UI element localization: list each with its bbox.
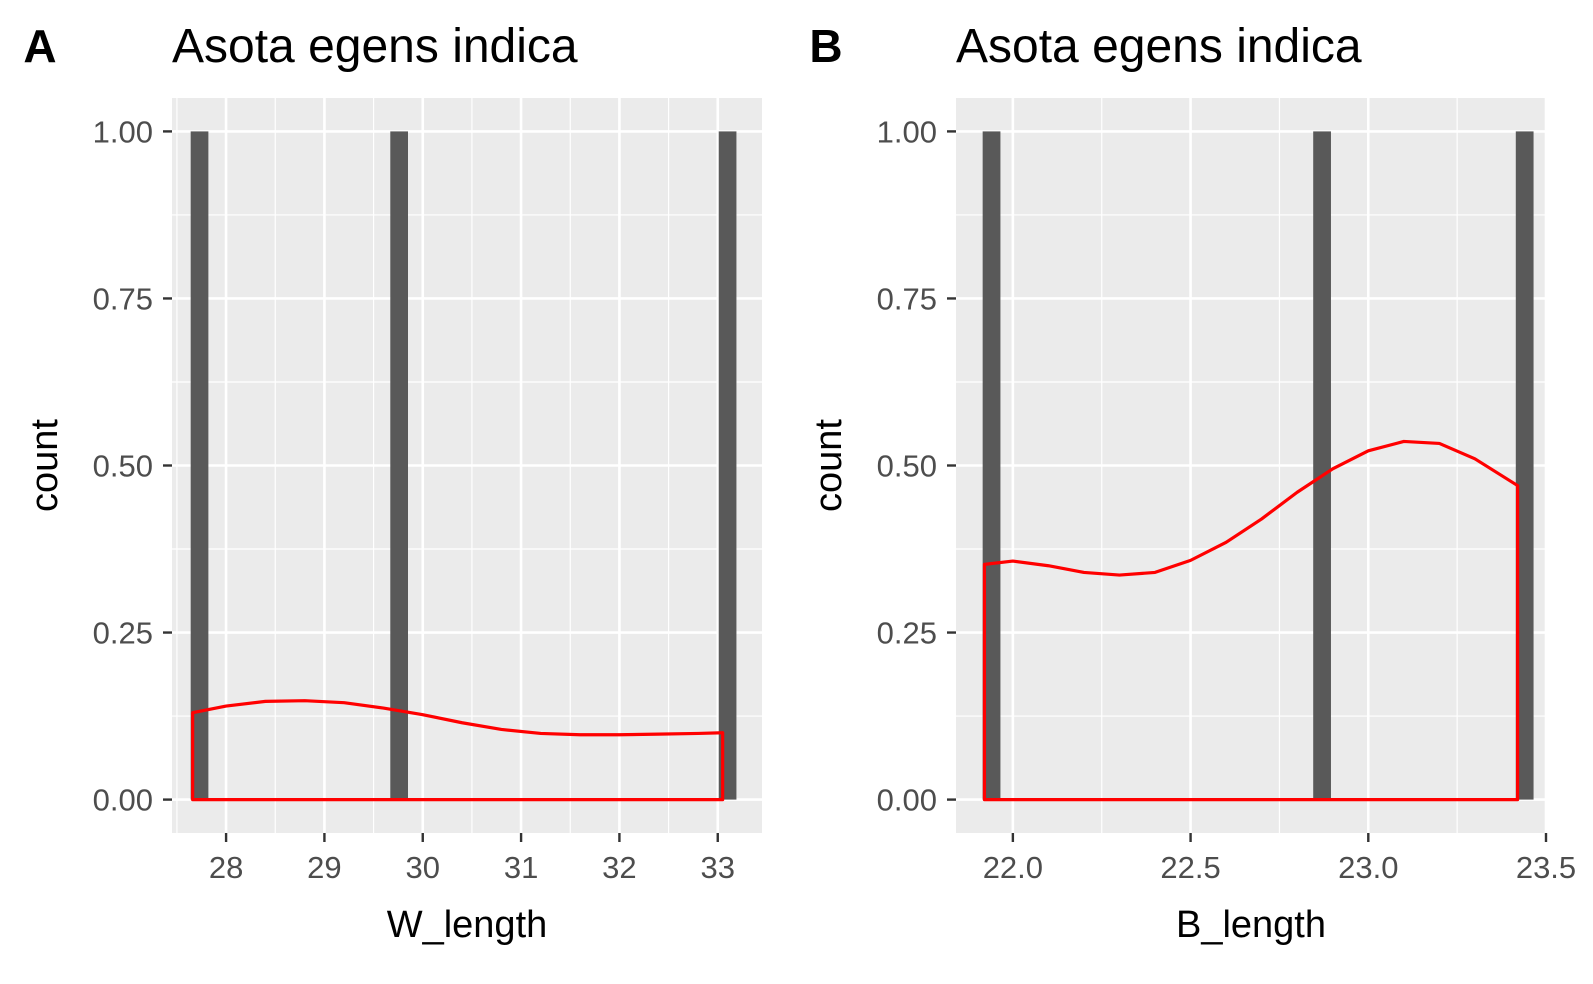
- histogram-bar: [1515, 131, 1534, 800]
- chart-panel-b: 0.00 0.25 0.50 0.75 1.00 22.0 22.5 23.0 23.5 B Aso…: [808, 20, 1576, 946]
- y-axis-title: count: [808, 419, 850, 512]
- x-tick-label: 30: [406, 850, 440, 885]
- x-tick-label: 32: [602, 850, 636, 885]
- y-tick-label: 1.00: [877, 114, 937, 149]
- x-tick-label: 23.0: [1338, 850, 1398, 885]
- panel-tag: A: [23, 20, 56, 72]
- panel-tag: B: [809, 20, 842, 72]
- y-axis-title: count: [24, 419, 66, 512]
- y-tick-label: 0.25: [877, 616, 937, 651]
- x-tick-label: 23.5: [1516, 850, 1576, 885]
- histogram-bar: [718, 131, 737, 800]
- chart-title: Asota egens indica: [956, 20, 1362, 73]
- y-tick-label: 0.75: [93, 281, 153, 316]
- x-axis-title: B_length: [1176, 904, 1326, 946]
- x-tick-label: 28: [209, 850, 243, 885]
- density-curve: [191, 699, 725, 802]
- y-tick-label: 0.50: [93, 449, 153, 484]
- histogram-bar: [390, 131, 408, 800]
- histogram-bar: [1313, 131, 1331, 800]
- y-tick-label: 0.00: [877, 783, 937, 818]
- histogram-bar: [190, 131, 209, 800]
- x-tick-label: 33: [701, 850, 735, 885]
- y-tick-label: 1.00: [93, 114, 153, 149]
- x-tick-label: 29: [307, 850, 341, 885]
- y-tick-label: 0.50: [877, 449, 937, 484]
- y-tick-label: 0.00: [93, 783, 153, 818]
- x-tick-label: 31: [504, 850, 538, 885]
- chart-title: Asota egens indica: [172, 20, 578, 73]
- chart-panel-a: 0.00 0.25 0.50 0.75 1.00 28 29 30 31 32 33 A Asota e…: [23, 20, 762, 946]
- density-curve: [982, 439, 1520, 802]
- x-tick-label: 22.0: [983, 850, 1043, 885]
- x-axis-title: W_length: [387, 904, 548, 946]
- histogram-bar: [982, 131, 1001, 800]
- y-tick-label: 0.75: [877, 281, 937, 316]
- x-tick-label: 22.5: [1160, 850, 1220, 885]
- y-tick-label: 0.25: [93, 616, 153, 651]
